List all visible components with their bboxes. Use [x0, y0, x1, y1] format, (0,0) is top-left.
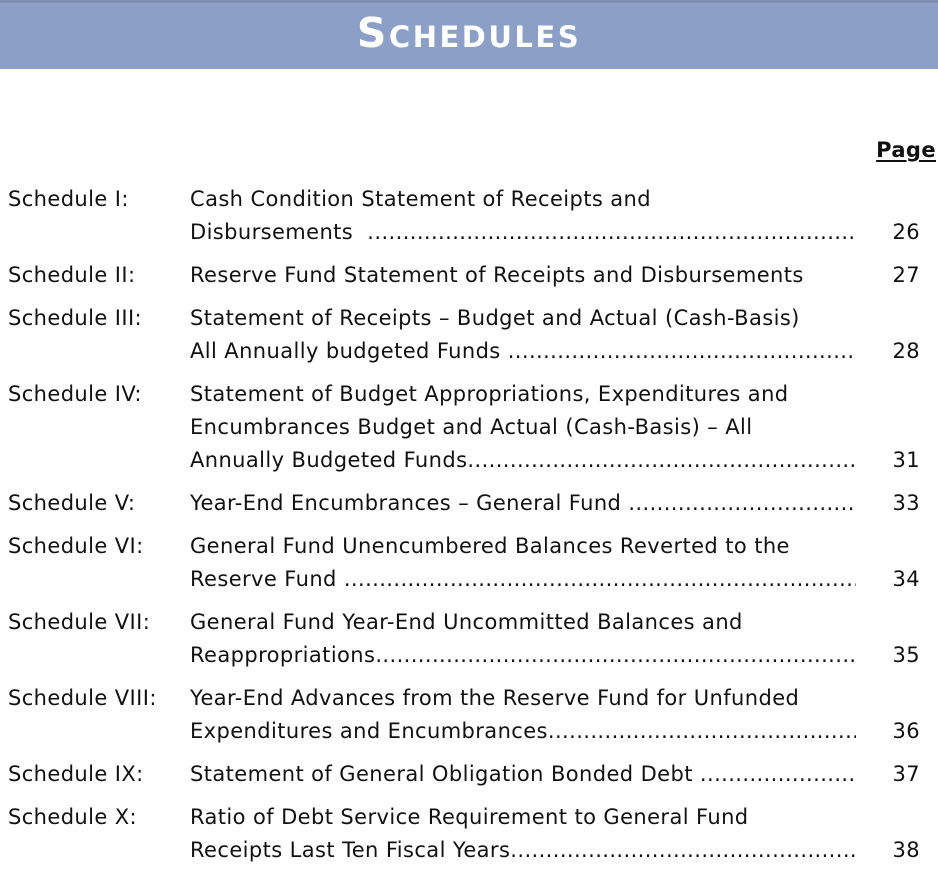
schedule-title-text: Expenditures and Encumbrances — [190, 719, 548, 743]
schedule-label: Schedule V: — [8, 491, 136, 515]
dot-leader: ........................................… — [510, 838, 856, 862]
page-number: 37 — [892, 762, 920, 786]
schedule-title-text: Reserve Fund Statement of Receipts and D… — [190, 263, 804, 287]
schedule-title: Year-End Advances from the Reserve Fund … — [190, 682, 920, 748]
schedule-title-line: Cash Condition Statement of Receipts and — [190, 187, 651, 211]
schedule-title-line: Statement of General Obligation Bonded D… — [190, 758, 920, 791]
schedule-title-text: Reserve Fund — [190, 567, 344, 591]
schedule-title: Ratio of Debt Service Requirement to Gen… — [190, 801, 920, 867]
schedule-title: Statement of General Obligation Bonded D… — [190, 758, 920, 791]
schedule-title-line: Statement of Receipts – Budget and Actua… — [190, 306, 800, 330]
schedule-title-line: Annually Budgeted Funds ................… — [190, 444, 920, 477]
schedule-title: Reserve Fund Statement of Receipts and D… — [190, 259, 920, 292]
schedule-title-line: Expenditures and Encumbrances ..........… — [190, 715, 920, 748]
schedule-title-text: Statement of General Obligation Bonded D… — [190, 762, 700, 786]
schedule-label: Schedule VIII: — [8, 686, 157, 710]
page-number: 35 — [892, 643, 920, 667]
toc-list: Schedule I: Cash Condition Statement of … — [0, 183, 938, 867]
schedule-title: General Fund Unencumbered Balances Rever… — [190, 530, 920, 596]
page-number: 33 — [892, 491, 920, 515]
page-number: 36 — [892, 719, 920, 743]
schedule-title-line: Statement of Budget Appropriations, Expe… — [190, 382, 789, 406]
schedule-title-text: Year-End Encumbrances – General Fund — [190, 491, 629, 515]
toc-entry: Schedule VII: General Fund Year-End Unco… — [8, 606, 920, 672]
schedule-title-line: Reserve Fund ...........................… — [190, 563, 920, 596]
page-number: 27 — [892, 263, 920, 287]
toc-entry: Schedule V: Year-End Encumbrances – Gene… — [8, 487, 920, 520]
toc-entry: Schedule IX: Statement of General Obliga… — [8, 758, 920, 791]
schedule-label: Schedule I: — [8, 187, 129, 211]
schedule-title-line: Reserve Fund Statement of Receipts and D… — [190, 259, 920, 292]
schedule-label: Schedule VI: — [8, 534, 144, 558]
dot-leader: ........................................… — [343, 567, 856, 591]
page-column-label: Page — [876, 138, 936, 162]
schedule-title-line: Year-End Advances from the Reserve Fund … — [190, 686, 800, 710]
schedule-title: Statement of Budget Appropriations, Expe… — [190, 378, 920, 477]
schedule-title-line: All Annually budgeted Funds ............… — [190, 335, 920, 368]
dot-leader: ........................................… — [375, 643, 856, 667]
toc-entry: Schedule VIII: Year-End Advances from th… — [8, 682, 920, 748]
page-number: 31 — [892, 448, 920, 472]
banner-title: Schedules — [356, 8, 582, 57]
dot-leader: ........................................… — [507, 339, 856, 363]
toc-entry: Schedule X: Ratio of Debt Service Requir… — [8, 801, 920, 867]
schedule-title-text: Receipts Last Ten Fiscal Years — [190, 838, 511, 862]
page-column-header: Page — [0, 137, 938, 163]
schedule-title: Year-End Encumbrances – General Fund ...… — [190, 487, 920, 520]
schedule-label: Schedule IV: — [8, 382, 142, 406]
schedule-title-line: Disbursements ..........................… — [190, 216, 920, 249]
schedule-title-line: General Fund Year-End Uncommitted Balanc… — [190, 610, 743, 634]
schedule-title: Statement of Receipts – Budget and Actua… — [190, 302, 920, 368]
page-number: 28 — [892, 339, 920, 363]
page-number: 26 — [892, 220, 920, 244]
schedule-title-line: Ratio of Debt Service Requirement to Gen… — [190, 805, 749, 829]
schedule-label: Schedule III: — [8, 306, 143, 330]
schedule-title-line: Receipts Last Ten Fiscal Years .........… — [190, 834, 920, 867]
dot-leader: ........................................… — [699, 762, 856, 786]
page-number: 38 — [892, 838, 920, 862]
schedules-banner: Schedules — [0, 0, 938, 69]
schedule-title-text: Annually Budgeted Funds — [190, 448, 468, 472]
schedule-label: Schedule X: — [8, 805, 138, 829]
toc-entry: Schedule VI: General Fund Unencumbered B… — [8, 530, 920, 596]
toc-entry: Schedule III: Statement of Receipts – Bu… — [8, 302, 920, 368]
schedule-title-line: General Fund Unencumbered Balances Rever… — [190, 534, 790, 558]
dot-leader: ........................................… — [467, 448, 856, 472]
dot-leader: ........................................… — [367, 220, 856, 244]
toc-entry: Schedule IV: Statement of Budget Appropr… — [8, 378, 920, 477]
schedule-title-line: Encumbrances Budget and Actual (Cash-Bas… — [190, 415, 753, 439]
page-number: 34 — [892, 567, 920, 591]
schedule-title-line: Year-End Encumbrances – General Fund ...… — [190, 487, 920, 520]
schedule-title-text: Reappropriations — [190, 643, 376, 667]
schedule-title-text: All Annually budgeted Funds — [190, 339, 508, 363]
schedule-label: Schedule II: — [8, 263, 136, 287]
toc-entry: Schedule II: Reserve Fund Statement of R… — [8, 259, 920, 292]
dot-leader: ........................................… — [628, 491, 856, 515]
schedule-label: Schedule VII: — [8, 610, 151, 634]
schedule-title-line: Reappropriations .......................… — [190, 639, 920, 672]
toc-entry: Schedule I: Cash Condition Statement of … — [8, 183, 920, 249]
schedule-label: Schedule IX: — [8, 762, 144, 786]
schedule-title: General Fund Year-End Uncommitted Balanc… — [190, 606, 920, 672]
schedule-title: Cash Condition Statement of Receipts and… — [190, 183, 920, 249]
dot-leader: ........................................… — [547, 719, 856, 743]
schedule-title-text: Disbursements — [190, 220, 368, 244]
